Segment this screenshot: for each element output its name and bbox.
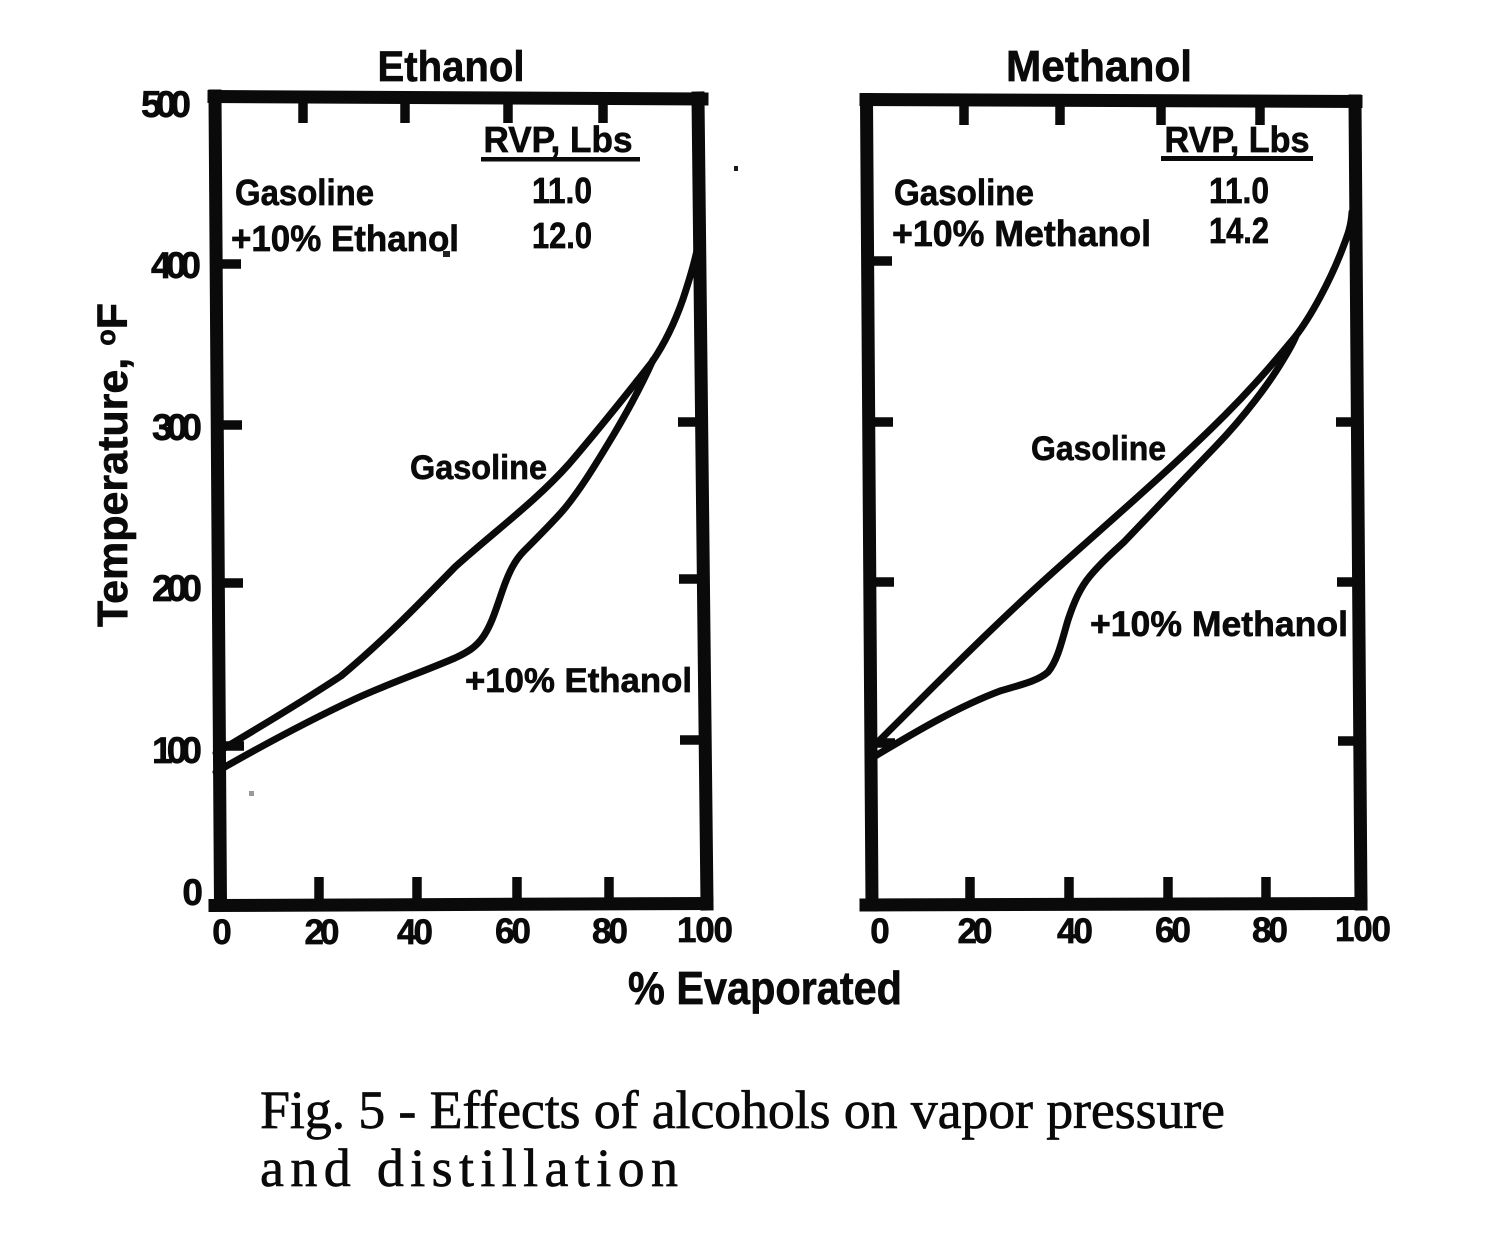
svg-text:and distillation: and distillation [260, 1138, 678, 1198]
svg-text:200: 200 [152, 568, 202, 609]
svg-text:0: 0 [212, 913, 231, 952]
svg-text:0: 0 [182, 872, 203, 913]
svg-text:Gasoline: Gasoline [894, 172, 1034, 213]
svg-text:% Evaporated: % Evaporated [628, 962, 902, 1014]
svg-text:0: 0 [870, 912, 889, 951]
svg-text:14.2: 14.2 [1209, 210, 1269, 251]
svg-text:40: 40 [397, 913, 433, 952]
svg-text:11.0: 11.0 [1209, 170, 1269, 211]
svg-text:20: 20 [958, 912, 993, 951]
svg-text:Gasoline: Gasoline [410, 449, 547, 487]
svg-text:100: 100 [677, 911, 733, 950]
svg-text:Ethanol: Ethanol [378, 43, 525, 91]
svg-text:Fig. 5 - Effects of alcohols o: Fig. 5 - Effects of alcohols on vapor pr… [260, 1080, 1225, 1140]
svg-text:RVP, Lbs: RVP, Lbs [484, 119, 633, 160]
svg-text:100: 100 [152, 730, 202, 771]
svg-text:Temperature, oF: Temperature, oF [89, 303, 137, 627]
svg-text:RVP, Lbs: RVP, Lbs [1165, 119, 1310, 160]
svg-text:60: 60 [1155, 911, 1191, 950]
svg-text:60: 60 [495, 912, 531, 951]
svg-text:+10% Ethanol: +10% Ethanol [465, 662, 692, 700]
svg-text:11.0: 11.0 [532, 170, 592, 211]
svg-text:Gasoline: Gasoline [1031, 430, 1166, 468]
svg-text:100: 100 [1335, 910, 1391, 949]
svg-text:Gasoline: Gasoline [235, 172, 374, 213]
svg-text:500: 500 [141, 84, 191, 125]
svg-text:300: 300 [152, 407, 202, 448]
svg-text:+10% Methanol: +10% Methanol [1090, 605, 1348, 644]
svg-text:80: 80 [1252, 911, 1288, 950]
svg-text:12.0: 12.0 [532, 215, 592, 256]
svg-text:+10% Methanol: +10% Methanol [892, 213, 1151, 254]
svg-text:400: 400 [151, 245, 201, 286]
svg-text:20: 20 [305, 913, 340, 952]
svg-text:Methanol: Methanol [1006, 42, 1192, 91]
svg-text:80: 80 [592, 912, 628, 951]
svg-text:+10% Ethanol: +10% Ethanol [231, 218, 459, 259]
svg-text:40: 40 [1057, 912, 1093, 951]
